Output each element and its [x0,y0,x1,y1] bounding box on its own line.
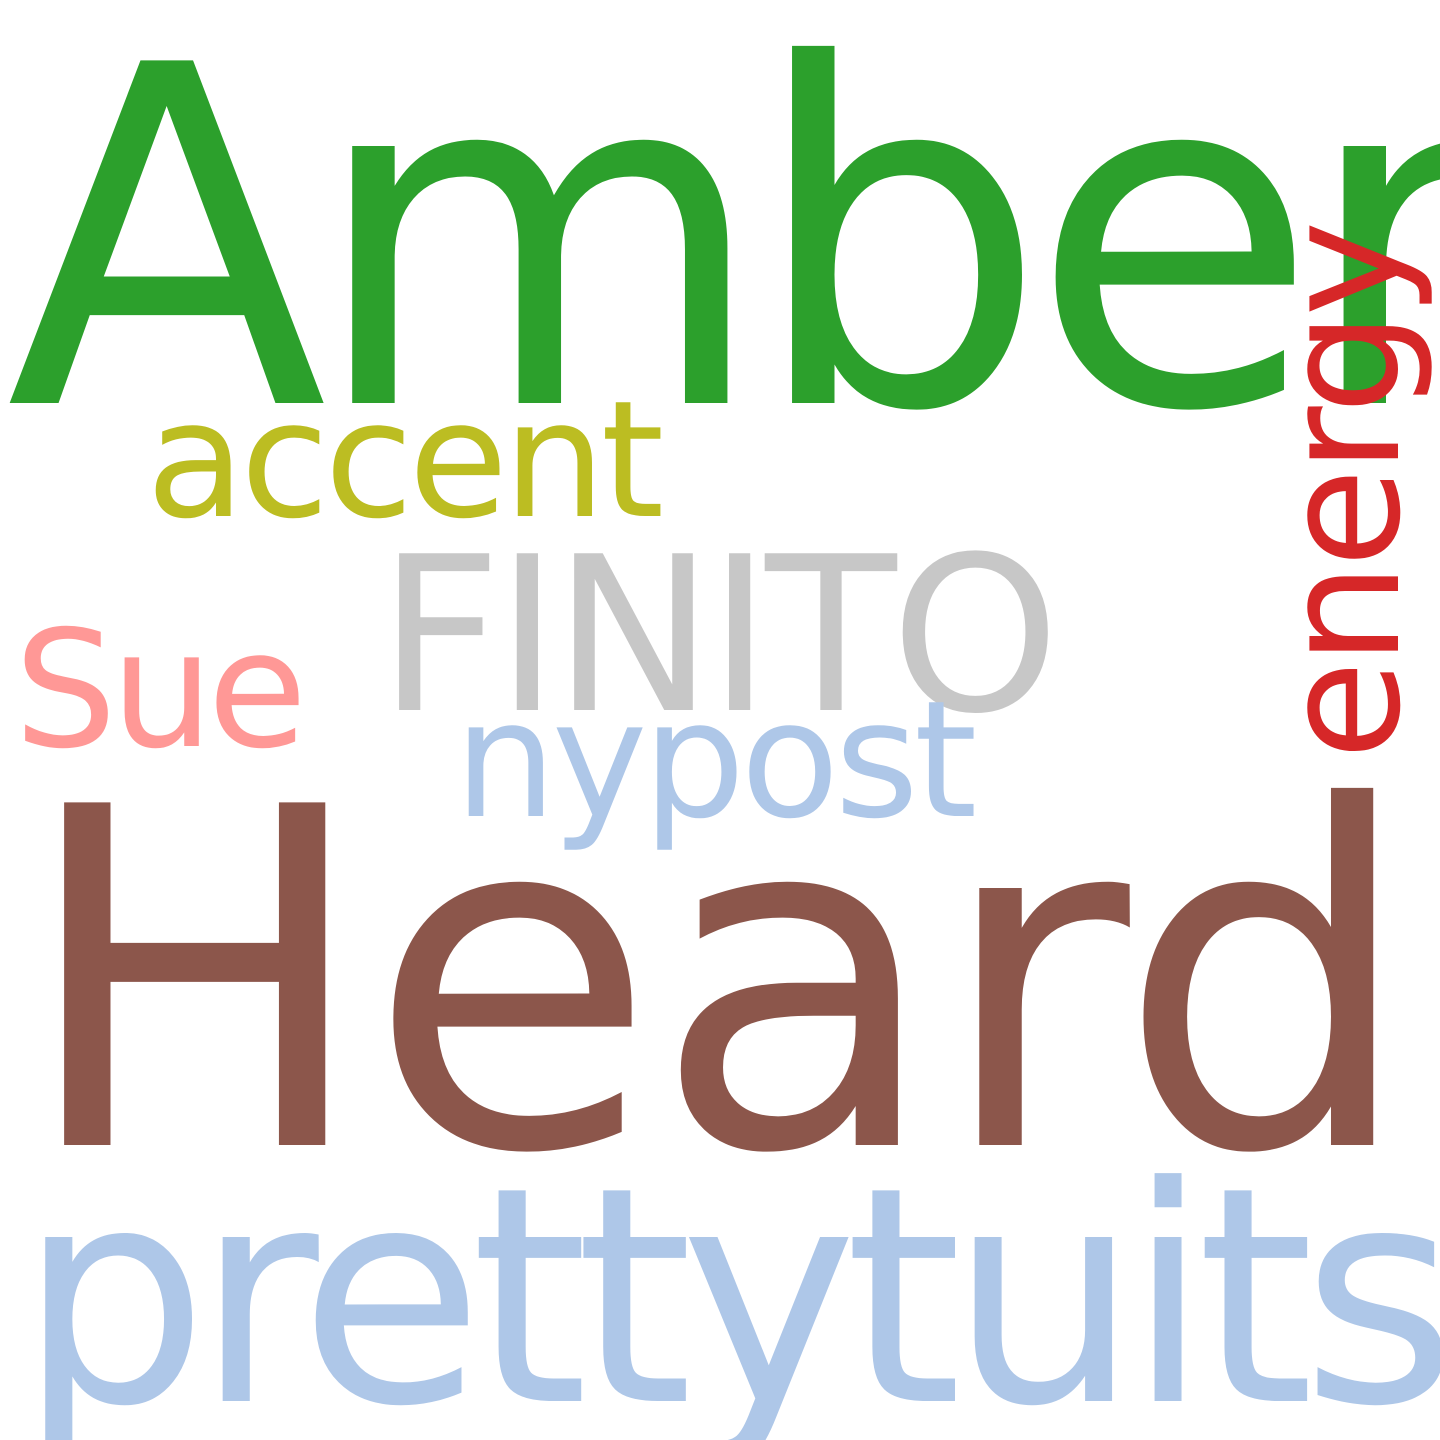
word-sue: Sue [14,597,307,785]
word-nypost: nypost [454,667,977,855]
word-prettytuits: prettytuits [18,1123,1440,1440]
word-energy: energy [1249,225,1437,760]
word-heard: Heard [18,709,1416,1256]
word-accent: accent [146,367,664,555]
word-amber: Amber [6,0,1440,514]
word-finito: FINITO [378,510,1060,761]
